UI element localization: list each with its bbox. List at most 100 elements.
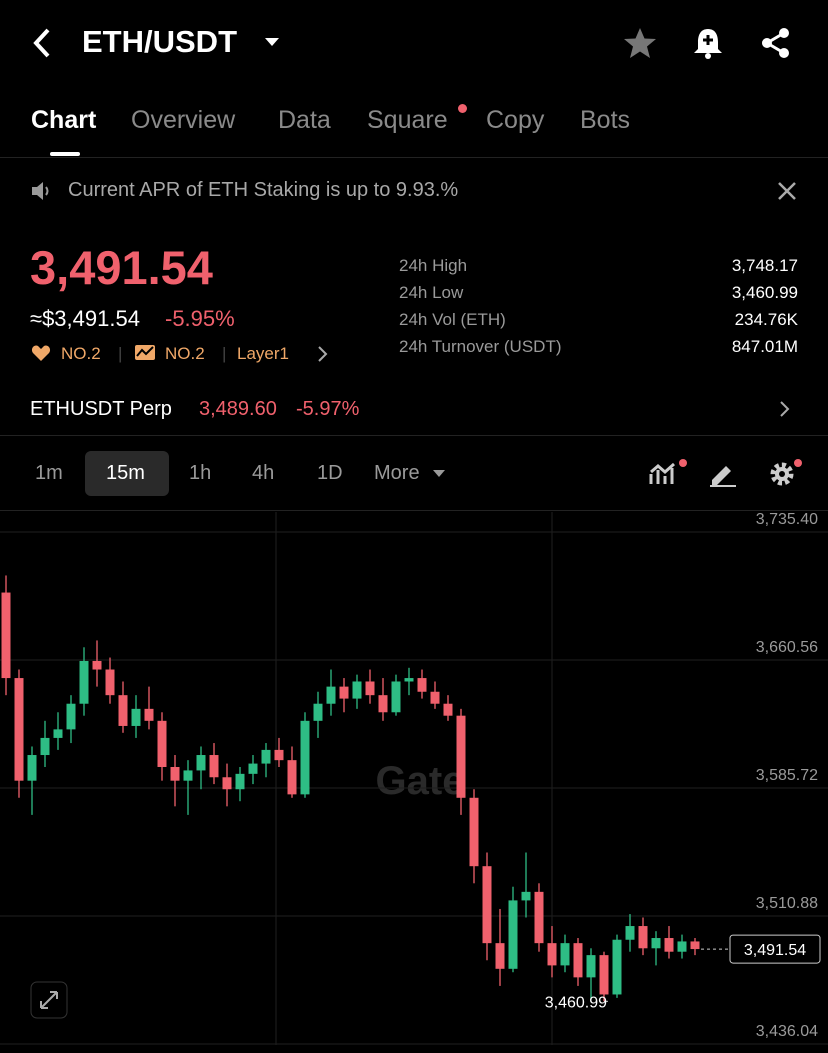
candle-body xyxy=(443,703,453,716)
y-tick-label: 3,436.04 xyxy=(756,1023,818,1040)
candle-body xyxy=(495,943,505,969)
close-icon[interactable] xyxy=(776,180,798,202)
y-tick-label: 3,510.88 xyxy=(756,895,818,912)
tab[interactable]: Overview xyxy=(131,106,236,134)
divider xyxy=(0,157,828,158)
expand-button[interactable] xyxy=(30,981,68,1019)
candle-body xyxy=(144,708,154,721)
candle-body xyxy=(313,703,323,721)
candle-body xyxy=(560,943,570,966)
candle-body xyxy=(534,891,544,944)
perp-name[interactable]: ETHUSDT Perp xyxy=(30,398,172,420)
perp-price: 3,489.60 xyxy=(199,398,277,420)
candle-body xyxy=(690,941,700,950)
tag-badge[interactable]: Layer1 xyxy=(237,344,289,363)
candle-body xyxy=(287,760,297,795)
dropdown-icon[interactable] xyxy=(263,36,281,48)
y-tick-label: 3,660.56 xyxy=(756,639,818,656)
stat-label: 24h High xyxy=(399,256,468,275)
candle-body xyxy=(547,943,557,966)
rank-badge[interactable]: NO.2 xyxy=(61,344,101,363)
back-icon[interactable] xyxy=(28,26,58,60)
timeframe[interactable]: 1D xyxy=(317,462,343,484)
share-icon[interactable] xyxy=(760,27,792,59)
candle-body xyxy=(352,681,362,699)
low-marker-label: 3,460.99 xyxy=(545,994,607,1011)
tab[interactable]: Bots xyxy=(580,106,631,134)
candle-body xyxy=(638,926,648,949)
y-tick-label: 3,585.72 xyxy=(756,767,818,784)
candle-body xyxy=(261,749,271,764)
candle-body xyxy=(196,755,206,771)
indicator-icon[interactable] xyxy=(648,458,688,488)
pair-title[interactable]: ETH/USDT xyxy=(82,24,237,59)
last-price-box xyxy=(729,934,821,964)
candle-body xyxy=(482,866,492,944)
candle-body xyxy=(664,938,674,952)
dropdown-icon[interactable] xyxy=(432,469,446,479)
tab[interactable]: Chart xyxy=(31,106,97,134)
candle-body xyxy=(222,777,232,790)
divider xyxy=(0,510,828,511)
stat-label: 24h Vol (ETH) xyxy=(399,310,506,329)
draw-icon[interactable] xyxy=(708,458,738,488)
candle-body xyxy=(274,749,284,761)
chevron[interactable] xyxy=(778,400,792,418)
candle-body xyxy=(404,678,414,682)
candle-body xyxy=(625,926,635,940)
tab[interactable]: Square xyxy=(367,106,448,134)
candle-body xyxy=(365,681,375,696)
separator: | xyxy=(118,344,123,363)
candle-body xyxy=(677,941,687,952)
candle-body xyxy=(326,686,336,704)
stat-label: 24h Low xyxy=(399,283,464,302)
rank-badge[interactable]: NO.2 xyxy=(165,344,205,363)
stat-value: 3,460.99 xyxy=(731,283,798,302)
expand-icon xyxy=(40,991,58,1009)
timeframe[interactable]: 1m xyxy=(35,462,63,484)
candle-body xyxy=(391,681,401,713)
candle-body xyxy=(105,669,115,696)
speaker-icon xyxy=(32,182,49,200)
candle-body xyxy=(651,938,661,949)
candle-body xyxy=(183,770,193,781)
candle-body xyxy=(456,715,466,798)
candle-body xyxy=(53,729,63,738)
stat-value: 3,748.17 xyxy=(731,256,798,275)
tab-indicator xyxy=(50,152,80,156)
chevron[interactable] xyxy=(316,345,330,363)
candlestick-chart: Gate 3,436.04 3,510.88 3,585.72 3,660.56 3,7… xyxy=(0,512,828,1045)
timeframe[interactable]: 1h xyxy=(189,462,212,484)
badge-dot xyxy=(458,104,467,113)
candle-body xyxy=(157,720,167,767)
candle-body xyxy=(1,592,11,679)
tab[interactable]: Copy xyxy=(486,106,545,134)
alert-icon[interactable] xyxy=(692,26,724,60)
timeframe[interactable]: More xyxy=(374,462,420,484)
candle-body xyxy=(339,686,349,699)
divider xyxy=(0,435,828,436)
candle-body xyxy=(209,755,219,778)
candle-body xyxy=(378,695,388,713)
candle-body xyxy=(521,891,531,901)
settings-icon[interactable] xyxy=(768,458,804,488)
timeframe[interactable]: 4h xyxy=(252,462,275,484)
candle-body xyxy=(586,955,596,978)
separator: | xyxy=(222,344,227,363)
tab[interactable]: Data xyxy=(278,106,331,134)
last-price-label: 3,491.54 xyxy=(744,942,806,959)
favorite-icon[interactable] xyxy=(622,26,658,60)
candle-body xyxy=(573,943,583,978)
selected-timeframe-bg xyxy=(85,451,169,496)
candle-body xyxy=(300,720,310,795)
stat-value: 234.76K xyxy=(734,310,798,329)
candle-body xyxy=(27,755,37,781)
last-price: 3,491.54 xyxy=(30,241,213,294)
candle-body xyxy=(417,678,427,692)
candle-body xyxy=(131,708,141,726)
candle-body xyxy=(508,900,518,969)
watermark: Gate xyxy=(376,759,465,803)
timeframe[interactable]: 15m xyxy=(106,462,145,484)
candle-body xyxy=(170,766,180,781)
